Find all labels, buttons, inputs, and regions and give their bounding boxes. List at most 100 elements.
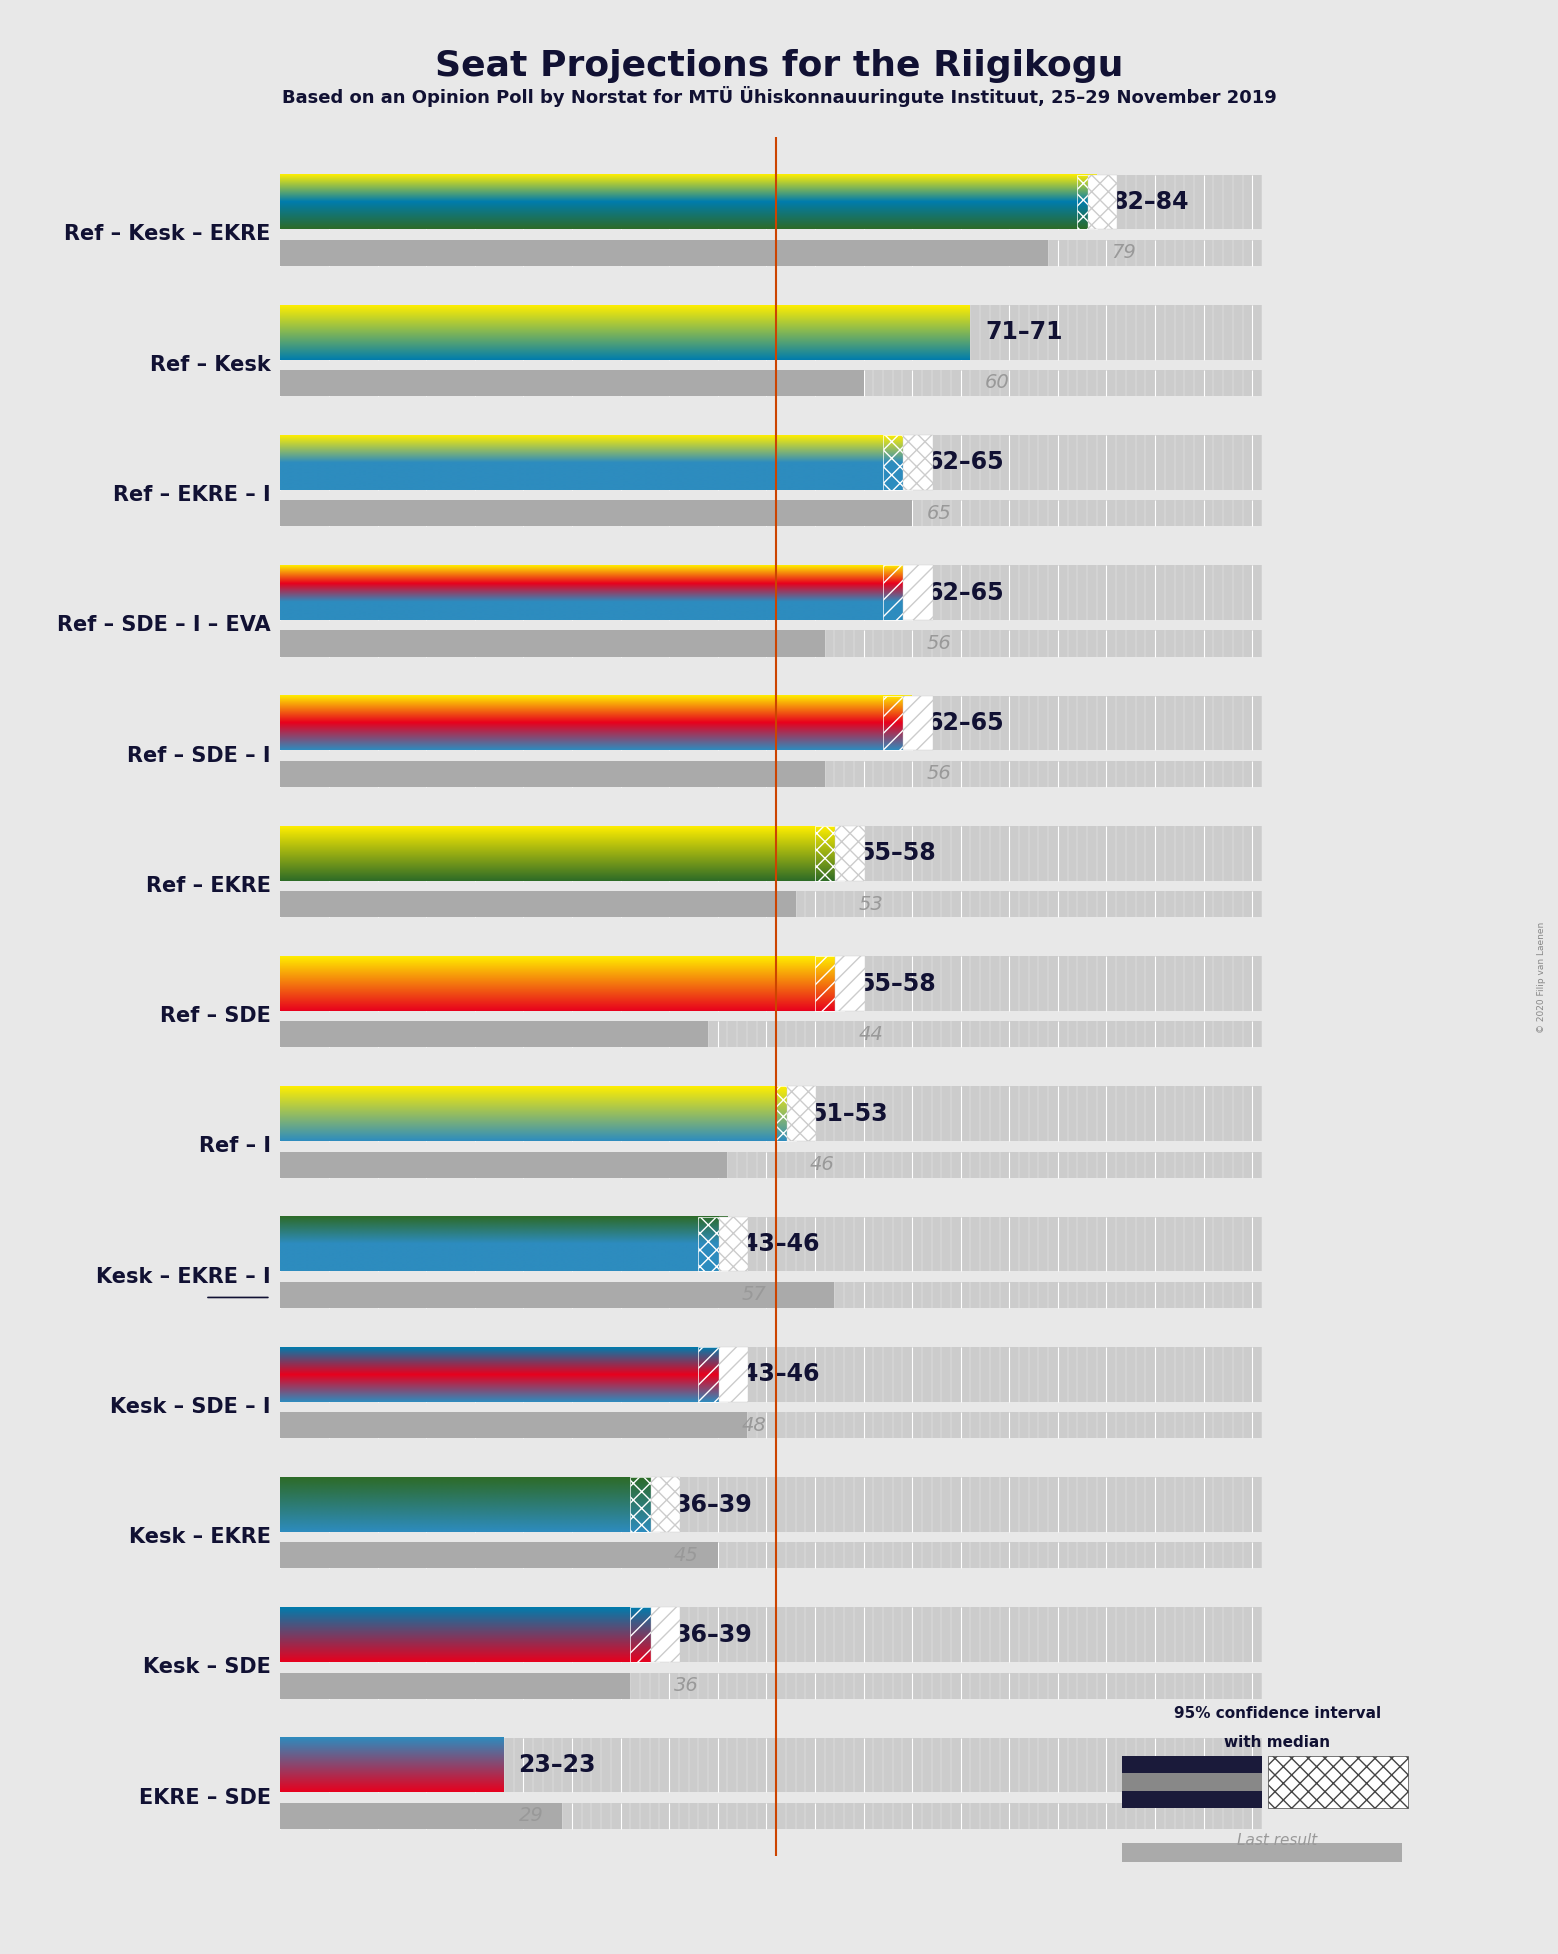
Bar <box>280 1282 835 1307</box>
Bar <box>280 240 1262 266</box>
Bar <box>651 1608 679 1663</box>
Text: 36–39: 36–39 <box>675 1493 753 1516</box>
Text: Ref – EKRE: Ref – EKRE <box>146 875 271 895</box>
Bar <box>904 696 933 750</box>
Bar <box>280 1673 1262 1698</box>
Bar <box>1122 1755 1262 1809</box>
Text: 55–58: 55–58 <box>858 971 936 995</box>
Text: 65: 65 <box>927 504 952 524</box>
Text: 62–65: 62–65 <box>927 451 1005 475</box>
Bar <box>280 1542 1262 1569</box>
Text: 46: 46 <box>810 1155 835 1174</box>
Bar <box>883 565 911 619</box>
Bar <box>698 1346 728 1401</box>
Text: EKRE – SDE: EKRE – SDE <box>139 1788 271 1807</box>
Text: Kesk – SDE – I: Kesk – SDE – I <box>111 1397 271 1417</box>
Bar <box>280 1608 1262 1663</box>
Bar <box>631 1608 659 1663</box>
Bar <box>280 1804 562 1829</box>
Bar <box>280 1737 1262 1792</box>
Text: 62–65: 62–65 <box>927 711 1005 735</box>
Text: Kesk – SDE: Kesk – SDE <box>143 1657 271 1677</box>
Bar <box>280 1022 707 1047</box>
Bar <box>280 1413 746 1438</box>
Text: 29: 29 <box>519 1805 544 1825</box>
Text: 45: 45 <box>675 1546 700 1565</box>
Text: 57: 57 <box>742 1286 767 1305</box>
Text: 56: 56 <box>927 764 952 784</box>
Bar <box>280 369 1262 397</box>
Text: 62–65: 62–65 <box>927 580 1005 604</box>
Text: Seat Projections for the Riigikogu: Seat Projections for the Riigikogu <box>435 49 1123 82</box>
Text: 44: 44 <box>858 1024 883 1043</box>
Text: 23–23: 23–23 <box>519 1753 597 1776</box>
Text: Based on an Opinion Poll by Norstat for MTÜ Ühiskonnauuringute Instituut, 25–29 : Based on an Opinion Poll by Norstat for … <box>282 86 1276 107</box>
Text: 36: 36 <box>675 1677 700 1696</box>
Bar <box>280 760 824 787</box>
Bar <box>835 956 865 1010</box>
Bar <box>280 1804 1262 1829</box>
Bar <box>718 1217 748 1272</box>
Bar <box>280 696 1262 750</box>
Text: Kesk – EKRE – I: Kesk – EKRE – I <box>97 1266 271 1286</box>
Bar <box>1077 174 1097 229</box>
Bar <box>787 1086 816 1141</box>
Bar <box>718 1346 748 1401</box>
Text: Ref – Kesk: Ref – Kesk <box>150 356 271 375</box>
Bar <box>631 1477 659 1532</box>
Text: 53: 53 <box>858 895 883 914</box>
Text: Ref – SDE – I: Ref – SDE – I <box>128 746 271 766</box>
Bar <box>280 1282 1262 1307</box>
Bar <box>280 174 1262 229</box>
Bar <box>280 1086 1262 1141</box>
Text: Ref – EKRE – I: Ref – EKRE – I <box>114 485 271 504</box>
Text: 71–71: 71–71 <box>985 320 1063 344</box>
Bar <box>280 1413 1262 1438</box>
Bar <box>280 436 1262 490</box>
Text: Ref – Kesk – EKRE: Ref – Kesk – EKRE <box>64 225 271 244</box>
Bar <box>280 240 1049 266</box>
Text: 43–46: 43–46 <box>742 1362 820 1385</box>
Text: 60: 60 <box>985 373 1010 393</box>
Bar <box>280 305 1262 360</box>
Bar <box>280 1346 1262 1401</box>
Text: 36–39: 36–39 <box>675 1624 753 1647</box>
Bar <box>280 1151 728 1178</box>
Bar <box>280 1022 1262 1047</box>
Bar <box>883 436 911 490</box>
Bar <box>776 1086 796 1141</box>
Bar <box>280 1542 718 1569</box>
Bar <box>835 827 865 881</box>
Text: 55–58: 55–58 <box>858 842 936 866</box>
Text: 79: 79 <box>1111 242 1136 262</box>
Bar <box>815 956 844 1010</box>
Bar <box>280 1477 1262 1532</box>
Text: with median: with median <box>1225 1735 1331 1751</box>
Text: 43–46: 43–46 <box>742 1233 820 1256</box>
Text: Last result: Last result <box>1237 1833 1318 1848</box>
Bar <box>280 1151 1262 1178</box>
Bar <box>904 565 933 619</box>
Bar <box>698 1217 728 1272</box>
Bar <box>280 891 1262 916</box>
Text: Ref – SDE: Ref – SDE <box>160 1006 271 1026</box>
Bar <box>815 827 844 881</box>
Bar <box>280 827 1262 881</box>
Text: 48: 48 <box>742 1415 767 1434</box>
Bar <box>651 1477 679 1532</box>
Bar <box>1122 1843 1402 1862</box>
Bar <box>280 1673 631 1698</box>
Bar <box>280 956 1262 1010</box>
Bar <box>1087 174 1117 229</box>
Bar <box>280 891 796 916</box>
Bar <box>1122 1774 1262 1790</box>
Bar <box>280 631 824 657</box>
Bar <box>280 500 911 526</box>
Text: © 2020 Filip van Laenen: © 2020 Filip van Laenen <box>1536 922 1546 1032</box>
Text: 82–84: 82–84 <box>1111 190 1189 213</box>
Bar <box>280 631 1262 657</box>
Text: 51–53: 51–53 <box>810 1102 888 1126</box>
Bar <box>883 696 911 750</box>
Bar <box>280 760 1262 787</box>
Text: 95% confidence interval: 95% confidence interval <box>1175 1706 1380 1721</box>
